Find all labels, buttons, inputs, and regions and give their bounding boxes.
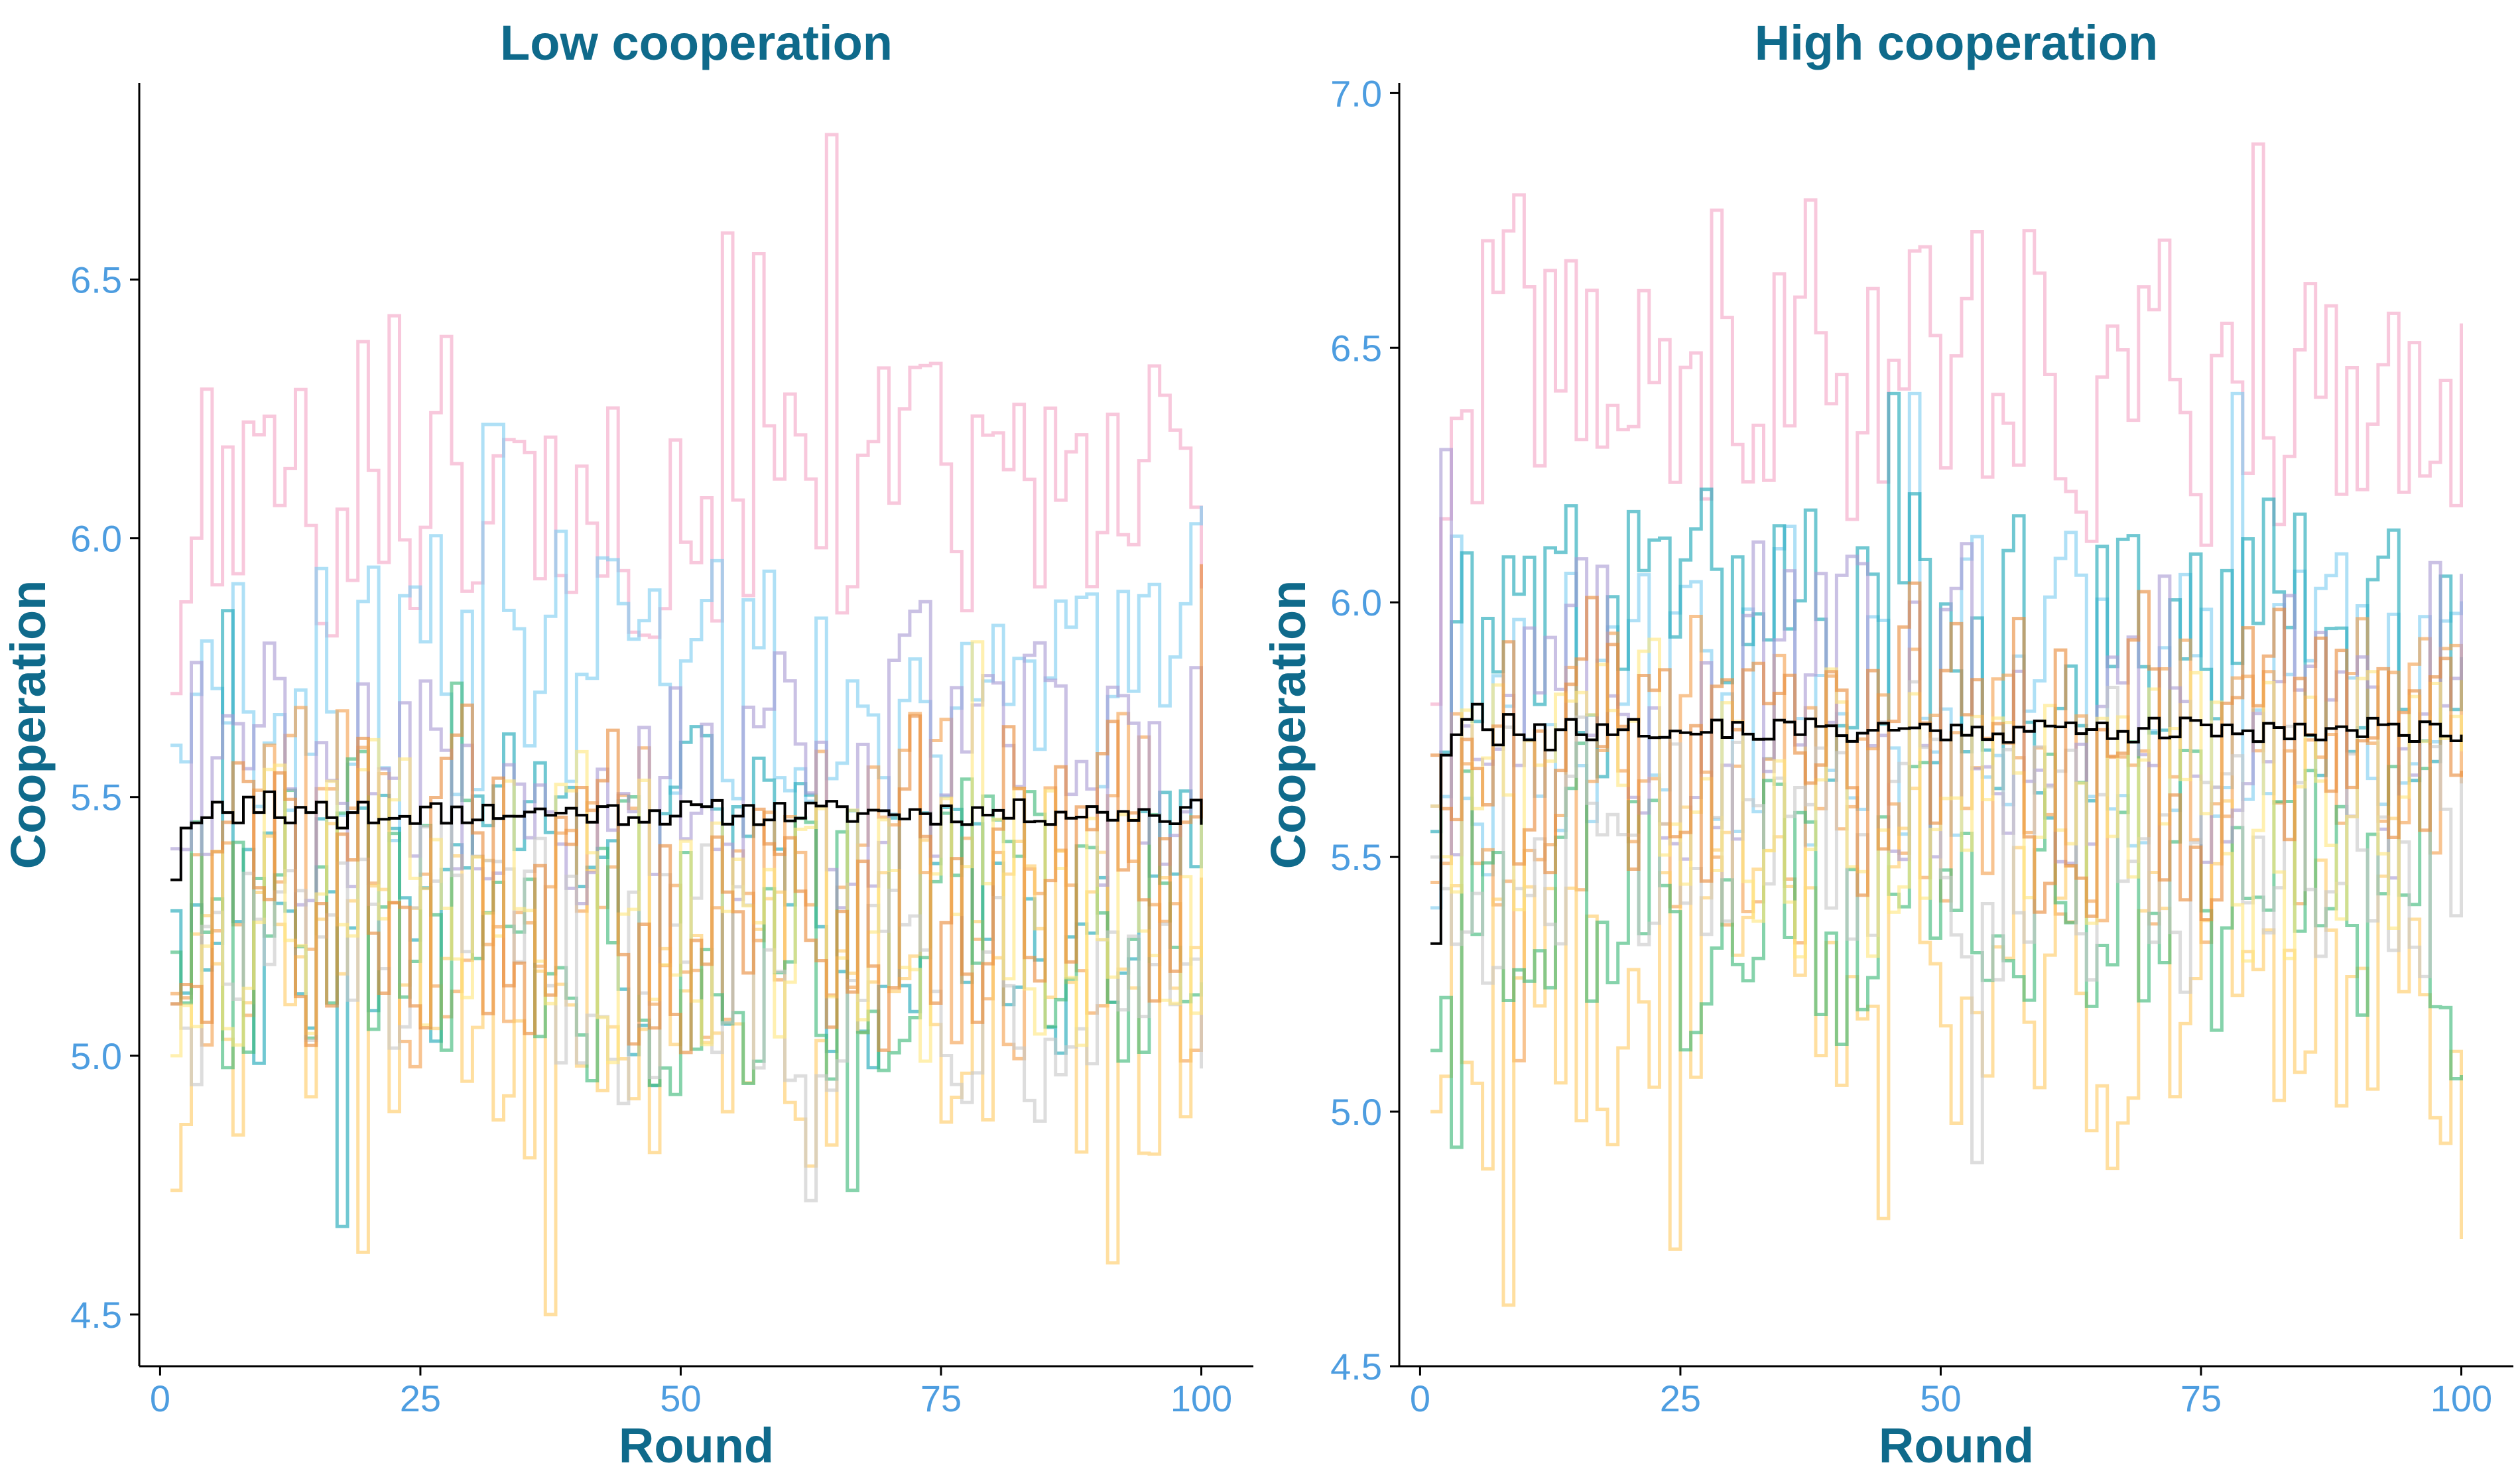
y-ticks: 4.5 5.0 5.5 6.0 6.5 7.0 xyxy=(1330,72,1399,1387)
panel-title: Low cooperation xyxy=(500,15,893,70)
x-tick-label: 0 xyxy=(150,1378,170,1419)
x-tick-label: 75 xyxy=(2180,1378,2222,1419)
x-axis-title: Round xyxy=(1879,1418,2034,1473)
x-tick-label: 0 xyxy=(1410,1378,1430,1419)
x-axis-title: Round xyxy=(619,1418,774,1473)
series-line-7 xyxy=(170,600,1203,910)
x-tick-label: 100 xyxy=(1170,1378,1232,1419)
x-tick-label: 75 xyxy=(920,1378,962,1419)
y-tick-label: 6.5 xyxy=(70,259,122,300)
y-axis-title: Cooperation xyxy=(1261,580,1316,869)
x-tick-label: 50 xyxy=(1920,1378,1961,1419)
x-tick-label: 25 xyxy=(1660,1378,1701,1419)
x-ticks: 0 25 50 75 100 xyxy=(1410,1366,2492,1419)
y-ticks: 4.5 5.0 5.5 6.0 6.5 xyxy=(70,259,139,1336)
y-tick-label: 5.5 xyxy=(70,777,122,818)
y-tick-label: 7.0 xyxy=(1330,72,1382,114)
y-tick-label: 6.5 xyxy=(1330,327,1382,369)
y-tick-label: 6.0 xyxy=(70,518,122,560)
y-axis-title: Cooperation xyxy=(1,580,56,869)
series-line-7 xyxy=(1430,448,2463,880)
panel-high-cooperation: High cooperation 0 25 50 75 100 4.5 5.0 5.5 6.0… xyxy=(1261,15,2513,1473)
group-lines xyxy=(170,133,1203,1316)
x-tick-label: 100 xyxy=(2430,1378,2492,1419)
y-tick-label: 5.0 xyxy=(70,1035,122,1077)
y-tick-label: 5.0 xyxy=(1330,1091,1382,1133)
y-tick-label: 6.0 xyxy=(1330,582,1382,623)
panel-low-cooperation: Low cooperation 0 25 50 75 100 4.5 5.0 5.5 6.0 6… xyxy=(1,15,1253,1473)
x-tick-label: 50 xyxy=(660,1378,701,1419)
series-line-1 xyxy=(170,133,1203,696)
y-tick-label: 4.5 xyxy=(1330,1346,1382,1387)
series-line-10 xyxy=(170,564,1203,1055)
series-line-10 xyxy=(1430,581,2463,921)
series-line-1 xyxy=(1430,142,2463,706)
x-ticks: 0 25 50 75 100 xyxy=(150,1366,1232,1419)
group-lines xyxy=(1430,142,2463,1307)
series-line-9 xyxy=(170,640,1203,1064)
series-line-2 xyxy=(170,422,1203,842)
x-tick-label: 25 xyxy=(400,1378,441,1419)
panel-title: High cooperation xyxy=(1755,15,2158,70)
mean-line xyxy=(170,790,1203,881)
y-tick-label: 4.5 xyxy=(70,1294,122,1336)
y-tick-label: 5.5 xyxy=(1330,836,1382,878)
mean-line xyxy=(1430,702,2463,945)
